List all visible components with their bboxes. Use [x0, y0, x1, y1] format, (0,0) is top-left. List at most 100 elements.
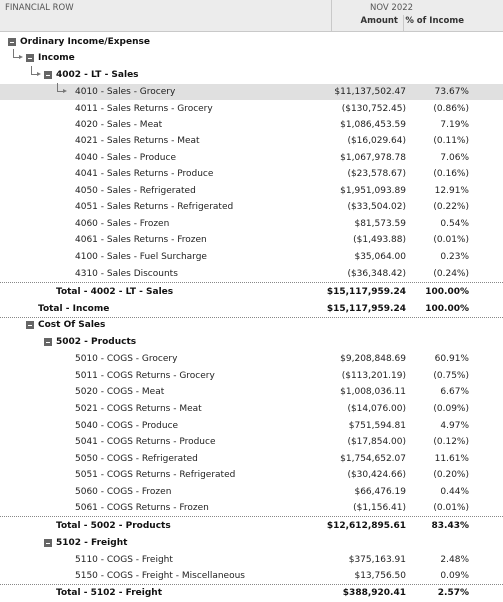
table-row[interactable]: 5051 - COGS Returns - Refrigerated ($30,4…: [0, 467, 503, 483]
percent-cell: (0.12%): [433, 437, 469, 447]
amount-cell: $1,067,978.78: [340, 153, 406, 163]
row-label: 5051 - COGS Returns - Refrigerated: [75, 470, 236, 480]
percent-cell: 0.09%: [440, 571, 469, 581]
amount-cell: $15,117,959.24: [326, 287, 406, 297]
row-label: 5002 - Products: [56, 337, 137, 347]
percent-cell: (0.11%): [433, 136, 469, 146]
percent-cell: 7.06%: [440, 153, 469, 163]
percent-cell: (0.86%): [433, 104, 469, 114]
amount-header[interactable]: Amount: [360, 16, 398, 26]
amount-cell: $388,920.41: [342, 588, 406, 598]
table-row[interactable]: Total - 4002 - LT - Sales $15,117,959.24 1…: [0, 284, 503, 300]
percent-cell: 4.97%: [440, 421, 469, 431]
header-divider: [331, 0, 332, 31]
table-row[interactable]: 5002 - Products: [0, 334, 503, 350]
table-row[interactable]: 4100 - Sales - Fuel Surcharge $35,064.00 0…: [0, 249, 503, 265]
amount-cell: ($17,854.00): [347, 437, 406, 447]
percent-cell: 100.00%: [425, 287, 469, 297]
row-label: 4060 - Sales - Frozen: [75, 219, 170, 229]
row-label: Total - 4002 - LT - Sales: [56, 287, 174, 297]
table-row[interactable]: Total - 5102 - Freight $388,920.41 2.57%: [0, 585, 503, 601]
financial-row-header: FINANCIAL ROW: [5, 3, 74, 13]
percent-cell: (0.20%): [433, 470, 469, 480]
table-row[interactable]: 4060 - Sales - Frozen $81,573.59 0.54%: [0, 216, 503, 232]
row-label: 5050 - COGS - Refrigerated: [75, 454, 198, 464]
row-label: 5102 - Freight: [56, 538, 128, 548]
percent-cell: 2.57%: [437, 588, 469, 598]
table-row[interactable]: 5050 - COGS - Refrigerated $1,754,652.07 1…: [0, 451, 503, 467]
row-label: 4020 - Sales - Meat: [75, 120, 163, 130]
table-row[interactable]: 4050 - Sales - Refrigerated $1,951,093.89…: [0, 183, 503, 199]
table-row[interactable]: 5041 - COGS Returns - Produce ($17,854.00…: [0, 434, 503, 450]
table-row[interactable]: Income: [0, 49, 503, 66]
total-divider: [0, 282, 503, 283]
tree-arrow-icon: [19, 55, 23, 59]
amount-cell: ($30,424.66): [347, 470, 406, 480]
percent-of-income-header[interactable]: % of Income: [405, 16, 464, 26]
percent-cell: 0.23%: [440, 252, 469, 262]
amount-cell: $751,594.81: [348, 421, 406, 431]
row-label: 4050 - Sales - Refrigerated: [75, 186, 196, 196]
report-header: FINANCIAL ROW NOV 2022 Amount % of Incom…: [0, 0, 503, 32]
table-row[interactable]: 4040 - Sales - Produce $1,067,978.78 7.06%: [0, 150, 503, 166]
table-row[interactable]: 4020 - Sales - Meat $1,086,453.59 7.19%: [0, 117, 503, 133]
collapse-toggle-icon[interactable]: [26, 321, 34, 329]
row-label: 5040 - COGS - Produce: [75, 421, 179, 431]
amount-cell: ($33,504.02): [347, 202, 406, 212]
amount-cell: $66,476.19: [354, 487, 406, 497]
table-row[interactable]: 5150 - COGS - Freight - Miscellaneous $13…: [0, 568, 503, 584]
table-row[interactable]: Ordinary Income/Expense: [0, 34, 503, 50]
table-row[interactable]: 5060 - COGS - Frozen $66,476.19 0.44%: [0, 484, 503, 500]
amount-cell: ($1,156.41): [353, 503, 406, 513]
table-row[interactable]: 4010 - Sales - Grocery $11,137,502.47 73.6…: [0, 83, 503, 100]
table-row[interactable]: Total - Income $15,117,959.24 100.00%: [0, 301, 503, 317]
table-row[interactable]: 5040 - COGS - Produce $751,594.81 4.97%: [0, 418, 503, 434]
percent-cell: (0.01%): [433, 235, 469, 245]
table-row[interactable]: 5021 - COGS Returns - Meat ($14,076.00) (0…: [0, 401, 503, 417]
table-row[interactable]: 4310 - Sales Discounts ($36,348.42) (0.24%…: [0, 266, 503, 282]
collapse-toggle-icon[interactable]: [44, 539, 52, 547]
collapse-toggle-icon[interactable]: [8, 38, 16, 46]
row-label: Total - Income: [38, 304, 110, 314]
table-row[interactable]: 4051 - Sales Returns - Refrigerated ($33,…: [0, 199, 503, 215]
row-label: 5041 - COGS Returns - Produce: [75, 437, 216, 447]
table-row[interactable]: 5011 - COGS Returns - Grocery ($113,201.1…: [0, 368, 503, 384]
amount-cell: ($16,029.64): [347, 136, 406, 146]
period-header: NOV 2022: [370, 3, 414, 13]
row-label: 4040 - Sales - Produce: [75, 153, 176, 163]
table-row[interactable]: 4021 - Sales Returns - Meat ($16,029.64) (…: [0, 133, 503, 149]
percent-cell: (0.01%): [433, 503, 469, 513]
amount-cell: ($36,348.42): [347, 269, 406, 279]
table-row[interactable]: 5020 - COGS - Meat $1,008,036.11 6.67%: [0, 384, 503, 400]
percent-cell: (0.75%): [433, 371, 469, 381]
amount-cell: ($23,578.67): [347, 169, 406, 179]
total-divider: [0, 317, 503, 318]
row-label: 4100 - Sales - Fuel Surcharge: [75, 252, 207, 262]
amount-cell: ($14,076.00): [347, 404, 406, 414]
collapse-toggle-icon[interactable]: [44, 71, 52, 79]
amount-cell: $15,117,959.24: [326, 304, 406, 314]
percent-cell: (0.24%): [433, 269, 469, 279]
table-row[interactable]: 5010 - COGS - Grocery $9,208,848.69 60.91%: [0, 351, 503, 367]
row-label: 4041 - Sales Returns - Produce: [75, 169, 214, 179]
amount-cell: $1,754,652.07: [340, 454, 406, 464]
row-label: 5150 - COGS - Freight - Miscellaneous: [75, 571, 245, 581]
collapse-toggle-icon[interactable]: [26, 54, 34, 62]
row-label: 5060 - COGS - Frozen: [75, 487, 172, 497]
table-row[interactable]: 4041 - Sales Returns - Produce ($23,578.6…: [0, 166, 503, 182]
table-row[interactable]: Cost Of Sales: [0, 317, 503, 333]
table-row[interactable]: Total - 5002 - Products $12,612,895.61 83.…: [0, 518, 503, 534]
collapse-toggle-icon[interactable]: [44, 338, 52, 346]
table-row[interactable]: 4002 - LT - Sales: [0, 66, 503, 83]
amount-cell: ($130,752.45): [341, 104, 406, 114]
row-label: 4002 - LT - Sales: [56, 70, 139, 80]
table-row[interactable]: 5102 - Freight: [0, 535, 503, 551]
table-row[interactable]: 4061 - Sales Returns - Frozen ($1,493.88)…: [0, 232, 503, 248]
table-row[interactable]: 4011 - Sales Returns - Grocery ($130,752.…: [0, 101, 503, 117]
table-row[interactable]: 5110 - COGS - Freight $375,163.91 2.48%: [0, 552, 503, 568]
tree-connector-icon: [13, 49, 20, 58]
row-label: 4011 - Sales Returns - Grocery: [75, 104, 213, 114]
percent-cell: 7.19%: [440, 120, 469, 130]
table-row[interactable]: 5061 - COGS Returns - Frozen ($1,156.41) (…: [0, 500, 503, 516]
row-label: 4051 - Sales Returns - Refrigerated: [75, 202, 234, 212]
